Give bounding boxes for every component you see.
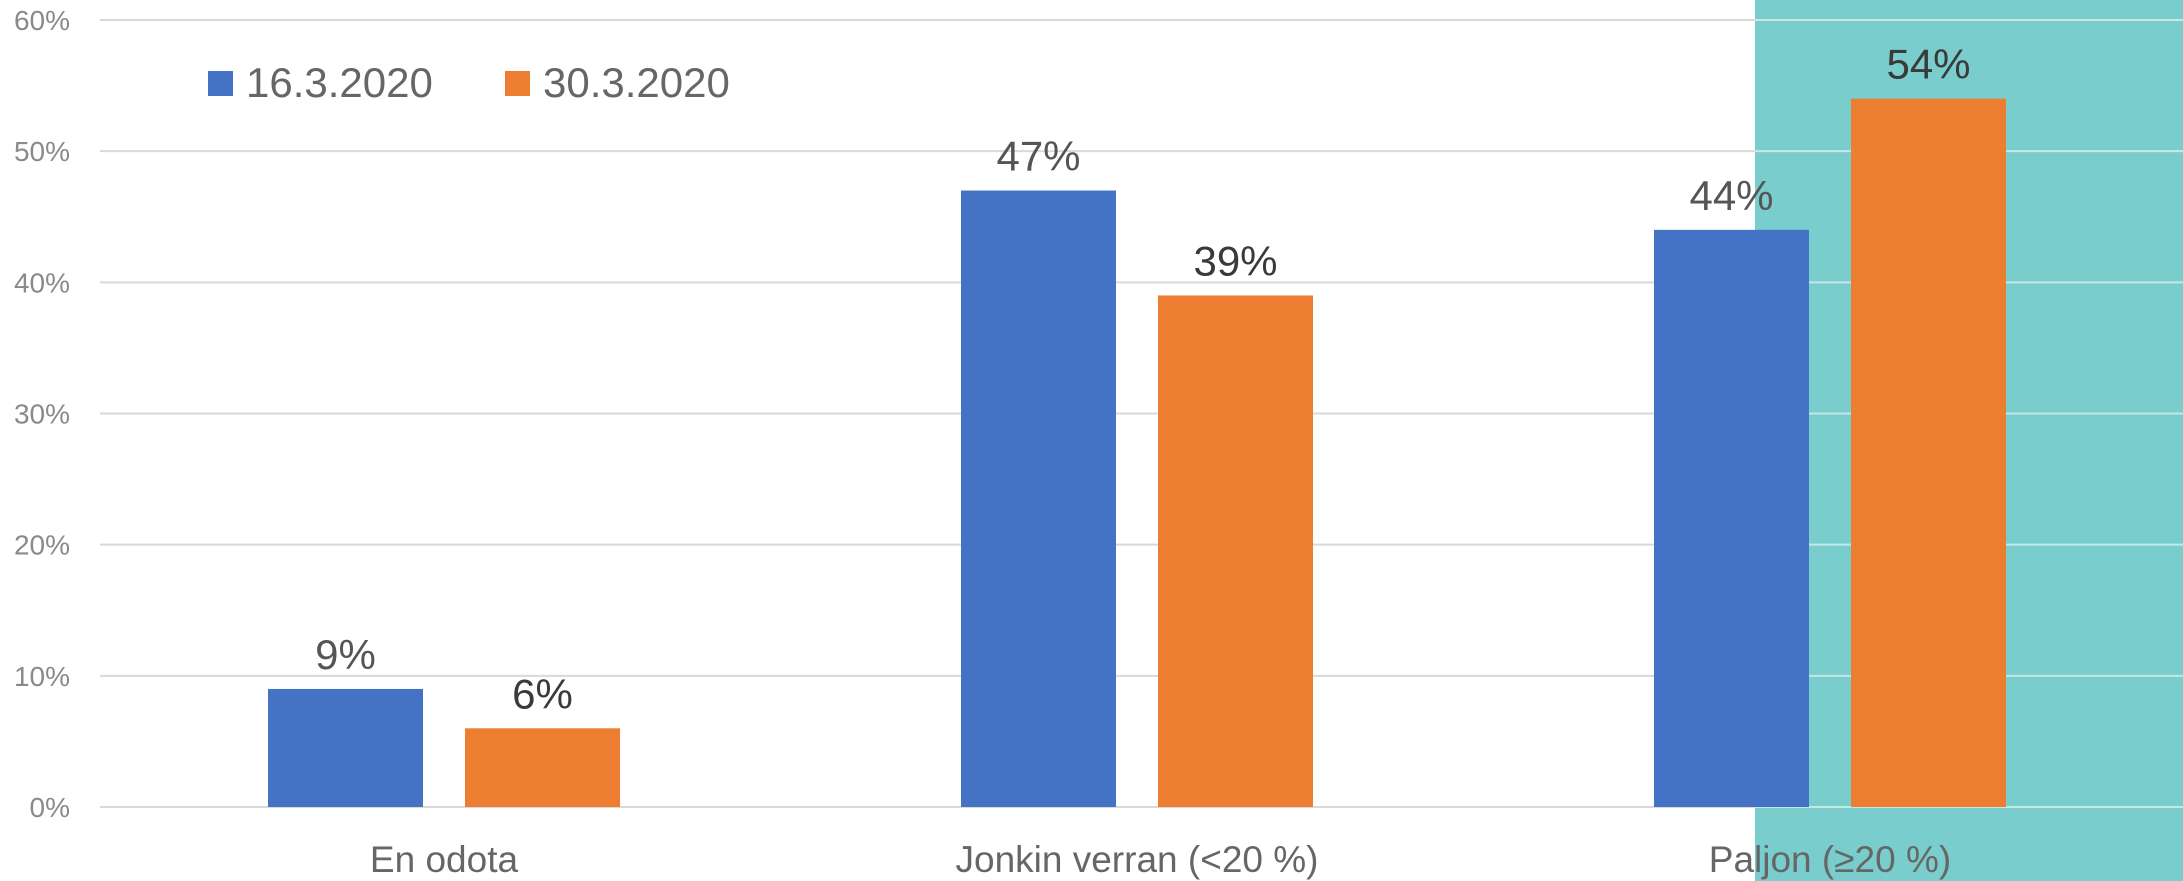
y-tick-label: 60% <box>14 5 70 36</box>
data-label: 6% <box>512 670 573 717</box>
category-label: Jonkin verran (<20 %) <box>956 839 1319 880</box>
legend-swatch <box>208 71 233 96</box>
y-tick-label: 50% <box>14 136 70 167</box>
bar <box>961 190 1116 807</box>
bar <box>465 728 620 807</box>
y-tick-label: 20% <box>14 530 70 561</box>
y-tick-label: 0% <box>30 792 70 823</box>
data-label: 54% <box>1886 41 1970 88</box>
bar <box>268 688 423 807</box>
y-tick-label: 10% <box>14 661 70 692</box>
y-tick-label: 30% <box>14 399 70 430</box>
bar <box>1654 229 1809 807</box>
data-label: 39% <box>1193 237 1277 284</box>
legend-label: 16.3.2020 <box>246 59 433 106</box>
legend-label: 30.3.2020 <box>543 59 730 106</box>
bar <box>1851 98 2006 807</box>
data-label: 9% <box>315 631 376 678</box>
data-label: 47% <box>996 133 1080 180</box>
bar <box>1158 295 1313 807</box>
category-label: En odota <box>370 839 519 880</box>
data-label: 44% <box>1689 172 1773 219</box>
y-tick-label: 40% <box>14 267 70 298</box>
legend-swatch <box>505 71 530 96</box>
category-label: Paljon (≥20 %) <box>1709 839 1951 880</box>
